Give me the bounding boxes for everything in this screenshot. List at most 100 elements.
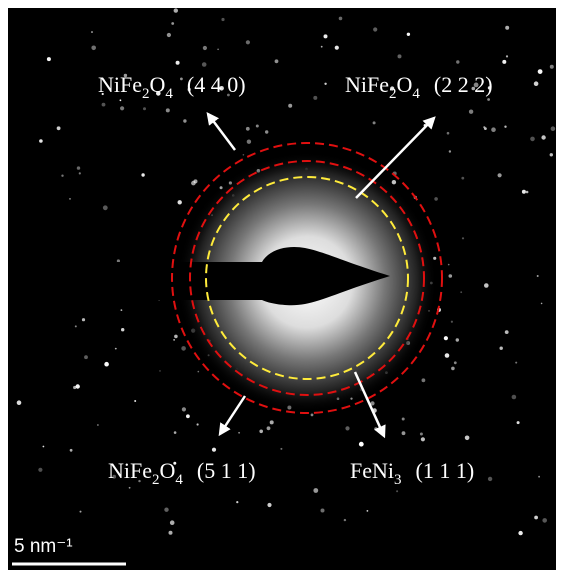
spot [270,420,274,424]
spot [313,96,317,100]
spot [444,336,448,340]
spot [541,303,543,305]
spot [178,200,182,204]
spot [143,107,146,110]
spot [359,442,364,447]
spot [221,18,224,21]
miller-index: (5 1 1) [197,458,256,483]
spot [515,362,517,364]
spot [550,65,554,69]
spot [448,264,450,266]
spot [321,46,323,48]
spot [167,33,171,37]
formula-part: O [160,458,176,483]
spot [120,106,124,110]
spot [396,490,398,492]
spot [456,60,459,63]
spot [267,503,271,507]
spot [246,40,250,44]
spot [454,361,457,364]
spot [43,446,45,448]
formula-part: NiFe [108,458,152,483]
spot [538,69,543,74]
spot [91,31,93,33]
spot [530,137,535,142]
spot [159,370,161,372]
spot [120,99,122,101]
spot [183,119,186,122]
spot [505,26,509,30]
subscript: 2 [389,86,397,102]
spot [506,55,508,57]
spot [75,325,77,327]
spot [345,426,349,430]
spot [504,126,506,128]
spot [217,49,219,51]
spot [170,520,175,525]
spot [259,430,263,434]
subscript: 4 [412,86,420,102]
spot [69,198,71,200]
spot [174,335,178,339]
formula-part: O [397,72,413,97]
spot [420,433,423,436]
spot [238,432,240,434]
spot [324,34,328,38]
spot [203,46,207,50]
spot [484,283,489,288]
spot [456,338,459,341]
spot [47,57,51,61]
spot [460,291,462,293]
spot [469,110,473,114]
subscript: 2 [142,86,150,102]
spot [500,347,503,350]
spot [491,127,496,132]
spot [212,448,216,452]
spot [70,449,73,452]
spot [407,33,410,36]
spot [197,423,199,425]
spot [447,132,450,135]
spot [344,519,346,521]
spot [288,104,292,108]
spot [422,378,426,382]
spot [518,531,522,535]
subscript: 4 [175,472,183,488]
spot [526,191,529,194]
spot [522,190,526,194]
subscript: 3 [394,472,402,488]
spot [79,172,81,174]
formula-part: NiFe [98,72,142,97]
spot [173,339,175,341]
spot [180,78,183,81]
spot [82,318,85,321]
scale-bar-label: 5 nm⁻¹ [14,536,73,557]
spot [104,362,109,367]
spot [449,150,451,152]
spot [115,348,117,350]
spot [374,427,377,430]
spot [534,81,539,86]
miller-index: (1 1 1) [416,458,475,483]
spot [186,414,190,418]
spot [202,62,207,67]
spot [174,431,177,434]
spot [198,371,200,373]
spot [449,274,453,278]
spot [121,328,124,331]
spot [182,407,186,411]
spot [84,355,88,359]
spot [38,468,42,472]
spot [538,476,540,478]
spot [76,384,80,388]
spot [97,424,99,426]
spot [164,508,168,512]
formula-part: FeNi [350,458,394,483]
miller-index: (4 4 0) [187,72,246,97]
spot [498,173,502,177]
spot [134,400,136,402]
spot [141,173,144,176]
spot [267,426,271,430]
miller-index: (2 2 2) [434,72,493,97]
spot [256,125,259,128]
